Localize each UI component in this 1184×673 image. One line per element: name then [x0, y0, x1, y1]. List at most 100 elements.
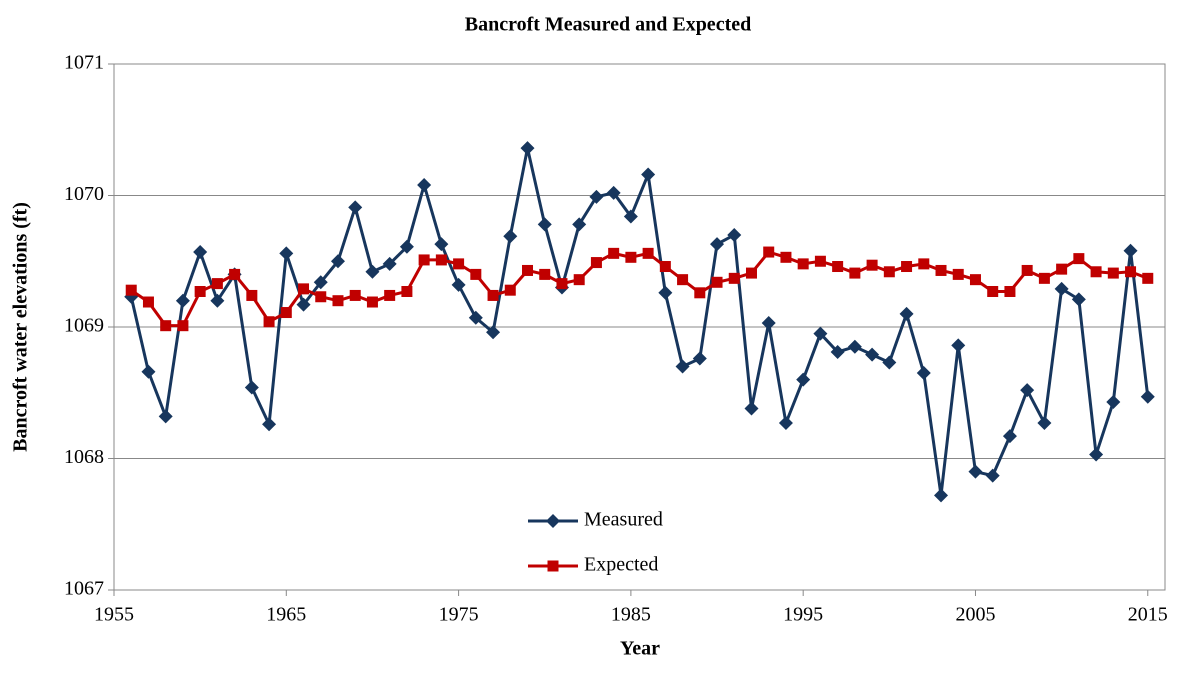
data-point: [1021, 264, 1033, 276]
y-tick-label: 1071: [64, 52, 104, 74]
data-point: [332, 295, 344, 307]
data-point: [952, 268, 964, 280]
data-point: [263, 316, 275, 328]
x-tick-label: 1965: [266, 604, 306, 626]
data-point: [279, 246, 294, 261]
data-point: [918, 258, 930, 270]
data-point: [280, 307, 292, 319]
data-point: [1125, 266, 1137, 278]
x-tick-label: 1985: [611, 604, 651, 626]
data-point: [1071, 292, 1086, 307]
data-point: [1020, 383, 1035, 398]
data-point: [141, 364, 156, 379]
data-point: [487, 289, 499, 301]
data-point: [797, 258, 809, 270]
data-point: [229, 268, 241, 280]
data-point: [244, 380, 259, 395]
data-point: [418, 254, 430, 266]
data-point: [210, 293, 225, 308]
data-point: [296, 297, 311, 312]
data-point: [1054, 281, 1069, 296]
data-point: [556, 278, 568, 290]
data-point: [520, 141, 535, 156]
data-point: [694, 287, 706, 299]
data-point: [658, 285, 673, 300]
data-point: [451, 277, 466, 292]
data-point: [573, 274, 585, 286]
data-point: [349, 289, 361, 301]
data-point: [298, 283, 310, 295]
data-point: [642, 247, 654, 259]
data-point: [142, 296, 154, 308]
data-point: [745, 267, 757, 279]
data-point: [711, 276, 723, 288]
data-point: [366, 296, 378, 308]
data-point: [348, 200, 363, 215]
y-axis-label: Bancroft water elevations (ft): [10, 202, 32, 452]
data-point: [727, 227, 742, 242]
data-point: [193, 245, 208, 260]
data-point: [522, 264, 534, 276]
x-tick-label: 2005: [955, 604, 995, 626]
data-point: [641, 167, 656, 182]
data-point: [211, 278, 223, 290]
data-point: [675, 359, 690, 374]
data-point: [882, 355, 897, 370]
data-point: [830, 344, 845, 359]
data-point: [916, 366, 931, 381]
legend-label: Expected: [584, 554, 658, 576]
data-point: [590, 257, 602, 269]
data-point: [177, 320, 189, 332]
data-point: [1056, 263, 1068, 275]
x-tick-label: 2015: [1128, 604, 1168, 626]
data-point: [175, 293, 190, 308]
chart-title: Bancroft Measured and Expected: [465, 14, 751, 36]
legend-marker: [547, 560, 559, 572]
data-point: [399, 239, 414, 254]
data-point: [935, 264, 947, 276]
data-point: [158, 409, 173, 424]
data-point: [761, 316, 776, 331]
data-point: [246, 289, 258, 301]
data-point: [453, 258, 465, 270]
legend-label: Measured: [584, 509, 663, 531]
data-point: [901, 261, 913, 273]
data-point: [1107, 267, 1119, 279]
x-tick-label: 1955: [94, 604, 134, 626]
series-line: [129, 147, 1150, 496]
data-point: [985, 468, 1000, 483]
data-point: [125, 284, 137, 296]
data-point: [763, 246, 775, 258]
data-point: [539, 268, 551, 280]
y-tick-label: 1067: [64, 578, 104, 600]
data-point: [468, 310, 483, 325]
data-point: [692, 351, 707, 366]
data-point: [1142, 272, 1154, 284]
data-point: [865, 347, 880, 362]
data-point: [883, 266, 895, 278]
data-point: [1002, 429, 1017, 444]
data-point: [951, 338, 966, 353]
data-point: [744, 401, 759, 416]
data-point: [659, 261, 671, 273]
data-point: [384, 289, 396, 301]
data-point: [382, 256, 397, 271]
data-point: [968, 464, 983, 479]
data-point: [1106, 394, 1121, 409]
y-tick-label: 1070: [64, 183, 104, 205]
data-point: [1090, 266, 1102, 278]
data-point: [934, 488, 949, 503]
data-point: [832, 261, 844, 273]
data-point: [1038, 272, 1050, 284]
data-point: [847, 339, 862, 354]
data-point: [262, 417, 277, 432]
data-point: [1073, 253, 1085, 265]
data-point: [677, 274, 689, 286]
data-point: [1037, 415, 1052, 430]
data-point: [503, 229, 518, 244]
data-point: [160, 320, 172, 332]
data-point: [537, 217, 552, 232]
plot-border: [113, 63, 1166, 591]
data-point: [899, 306, 914, 321]
